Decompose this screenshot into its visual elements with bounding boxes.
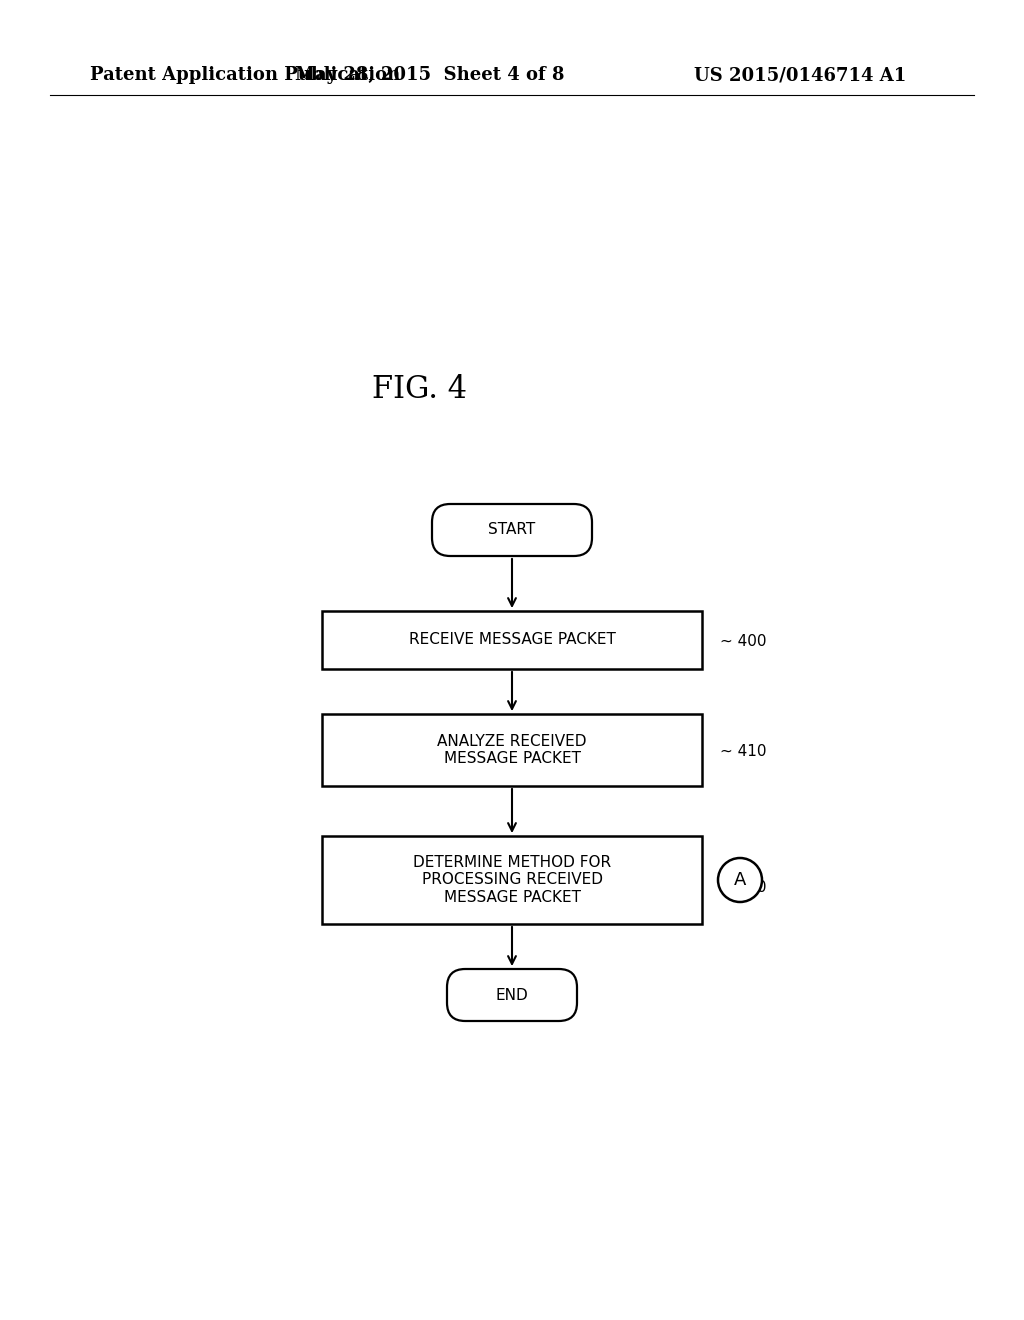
Text: A: A [734,871,746,888]
Text: DETERMINE METHOD FOR
PROCESSING RECEIVED
MESSAGE PACKET: DETERMINE METHOD FOR PROCESSING RECEIVED… [413,855,611,906]
Bar [322,714,702,785]
Text: ~ 410: ~ 410 [720,744,767,759]
Text: US 2015/0146714 A1: US 2015/0146714 A1 [694,66,906,84]
Text: START: START [488,523,536,537]
Text: ~ 400: ~ 400 [720,635,767,649]
FancyBboxPatch shape [432,504,592,556]
Text: Patent Application Publication: Patent Application Publication [90,66,400,84]
Text: ANALYZE RECEIVED
MESSAGE PACKET: ANALYZE RECEIVED MESSAGE PACKET [437,734,587,766]
Text: May 28, 2015  Sheet 4 of 8: May 28, 2015 Sheet 4 of 8 [295,66,565,84]
Bar [322,611,702,669]
Text: ~ 420: ~ 420 [720,880,767,895]
Circle shape [718,858,762,902]
Text: END: END [496,987,528,1002]
Text: RECEIVE MESSAGE PACKET: RECEIVE MESSAGE PACKET [409,632,615,648]
Text: FIG. 4: FIG. 4 [373,375,468,405]
FancyBboxPatch shape [447,969,577,1020]
Bar [322,836,702,924]
